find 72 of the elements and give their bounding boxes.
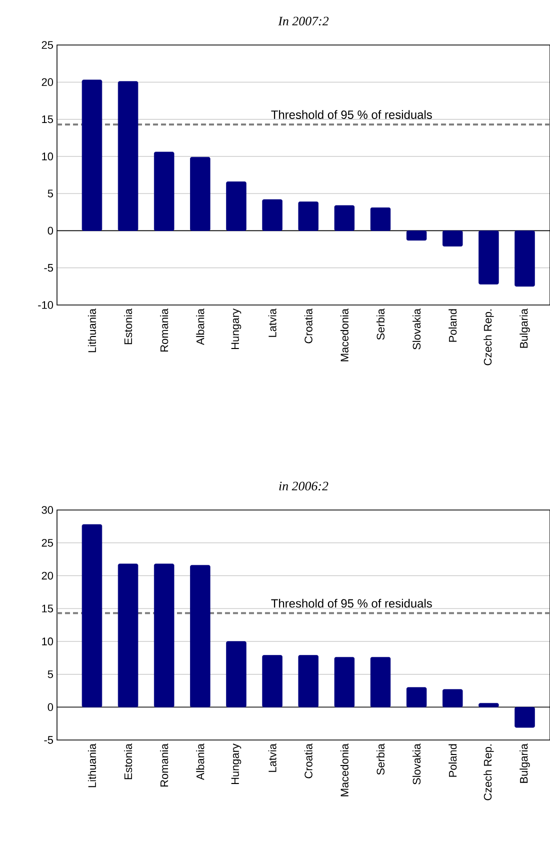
x-tick-label: Czech Rep. bbox=[484, 744, 494, 800]
x-tick-label: Hungary bbox=[231, 744, 242, 784]
x-tick-label: Serbia bbox=[376, 308, 385, 340]
x-tick-label: Lithuania bbox=[88, 744, 96, 788]
y-tick-label: -5 bbox=[44, 736, 54, 744]
bar bbox=[82, 80, 102, 231]
y-tick-label: 5 bbox=[48, 190, 54, 198]
x-tick-label: Latvia bbox=[268, 308, 276, 337]
bar bbox=[154, 152, 174, 231]
y-tick-label: 10 bbox=[42, 638, 54, 646]
y-tick-label: 25 bbox=[42, 538, 54, 547]
x-tick-label: Romania bbox=[160, 744, 168, 786]
x-tick-label: Poland bbox=[448, 744, 457, 777]
bar bbox=[118, 81, 138, 231]
bar bbox=[262, 199, 282, 231]
bar bbox=[478, 702, 499, 708]
x-tick-label: Slovakia bbox=[412, 308, 421, 350]
bar bbox=[82, 524, 102, 708]
x-tick-label: Slovakia bbox=[412, 744, 421, 784]
x-tick-label: Albania bbox=[196, 308, 204, 346]
x-tick-label: Croatia bbox=[304, 744, 312, 778]
y-tick-label: 20 bbox=[42, 78, 54, 86]
bar bbox=[514, 230, 535, 287]
bar bbox=[370, 207, 391, 231]
x-tick-label: Lithuania bbox=[88, 308, 96, 352]
y-tick-label: 15 bbox=[42, 115, 54, 124]
bar bbox=[298, 202, 318, 231]
bar bbox=[406, 230, 427, 241]
x-tick-label: Estonia bbox=[124, 308, 132, 344]
y-tick-label: -10 bbox=[38, 301, 54, 309]
bar bbox=[298, 655, 318, 708]
bar bbox=[226, 641, 246, 708]
bar bbox=[262, 655, 282, 708]
x-tick-label: Macedonia bbox=[340, 308, 348, 362]
bar bbox=[514, 706, 535, 728]
bar bbox=[478, 230, 499, 284]
x-tick-label: Bulgaria bbox=[520, 744, 530, 783]
y-tick-label: 25 bbox=[42, 41, 54, 49]
bar bbox=[442, 230, 463, 247]
y-tick-label: -5 bbox=[44, 264, 54, 272]
bar bbox=[226, 181, 246, 231]
y-tick-label: 0 bbox=[48, 703, 54, 712]
y-tick-label: 20 bbox=[42, 572, 54, 580]
y-tick-label: 5 bbox=[48, 670, 54, 678]
bar bbox=[442, 689, 463, 708]
x-tick-label: Romania bbox=[160, 308, 168, 352]
bar bbox=[190, 156, 210, 231]
x-tick-label: Poland bbox=[448, 309, 457, 342]
y-tick-label: 0 bbox=[48, 226, 54, 235]
x-tick-label: Croatia bbox=[304, 308, 312, 344]
x-tick-label: Hungary bbox=[231, 308, 242, 350]
bar bbox=[118, 564, 138, 708]
y-tick-label: 10 bbox=[42, 152, 54, 160]
y-tick-label: 30 bbox=[42, 506, 54, 514]
bar bbox=[370, 656, 391, 708]
bar bbox=[334, 205, 355, 231]
bar bbox=[190, 564, 210, 708]
x-tick-label: Bulgaria bbox=[520, 308, 530, 348]
bar bbox=[334, 656, 355, 708]
x-tick-label: Estonia bbox=[124, 744, 132, 780]
chart-title: In 2007:2 bbox=[278, 16, 329, 26]
bar bbox=[154, 564, 174, 708]
x-tick-label: Serbia bbox=[376, 744, 385, 775]
ref-line-label: Threshold of 95 % of residuals bbox=[271, 598, 432, 608]
x-tick-label: Latvia bbox=[268, 744, 276, 772]
x-tick-label: Czech Rep. bbox=[484, 310, 494, 366]
chart-title: in 2006:2 bbox=[279, 482, 328, 490]
y-tick-label: 15 bbox=[42, 604, 54, 612]
ref-line-label: Threshold of 95 % of residuals bbox=[271, 110, 432, 119]
bar bbox=[406, 687, 427, 708]
x-tick-label: Albania bbox=[196, 744, 204, 780]
x-tick-label: Macedonia bbox=[340, 744, 348, 796]
